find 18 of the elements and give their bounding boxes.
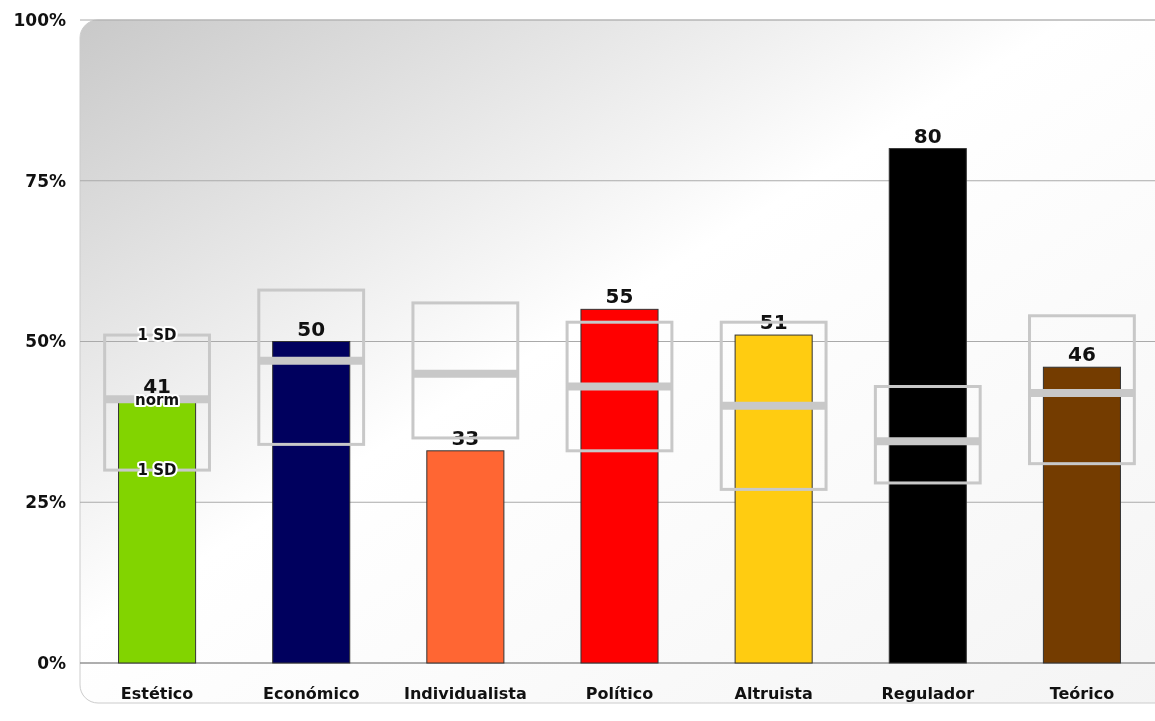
x-tick-label: Individualista — [403, 684, 527, 703]
bar — [426, 450, 505, 664]
x-tick-label: Teórico — [1049, 684, 1115, 703]
data-label: 80 — [913, 123, 942, 148]
x-tick-label: Regulador — [881, 684, 975, 703]
data-label: 50 — [297, 316, 326, 341]
x-tick-label: Estético — [120, 684, 194, 703]
x-tick-label: Económico — [263, 684, 360, 703]
data-label: 55 — [605, 284, 634, 309]
y-tick-label: 0% — [37, 652, 66, 673]
annotation: 1 SD — [137, 326, 177, 345]
y-tick-label: 50% — [25, 331, 66, 352]
y-tick-label: 100% — [13, 9, 66, 30]
data-label: 46 — [1068, 342, 1096, 367]
x-tick-label: Altruista — [734, 684, 813, 703]
y-tick-label: 75% — [25, 170, 66, 191]
y-tick-label: 25% — [25, 492, 66, 513]
x-tick-label: Político — [585, 684, 654, 703]
